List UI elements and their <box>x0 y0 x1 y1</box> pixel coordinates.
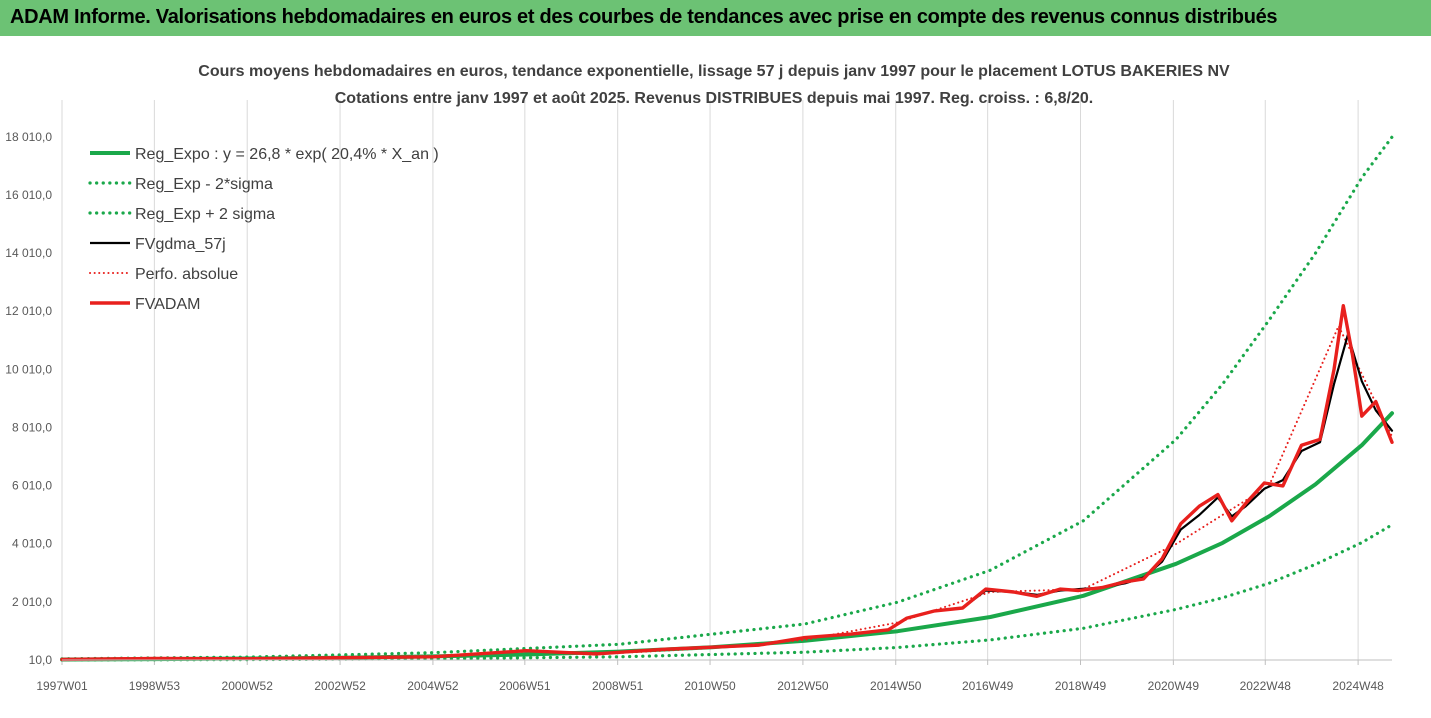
y-tick-label: 2 010,0 <box>12 595 52 609</box>
y-tick-label: 10 010,0 <box>5 362 52 376</box>
legend-label: FVADAM <box>135 296 200 313</box>
x-tick-label: 2012W50 <box>777 679 829 693</box>
y-tick-label: 4 010,0 <box>12 537 52 551</box>
legend-label: Perfo. absolue <box>135 266 238 283</box>
series-line-5 <box>60 304 1394 662</box>
y-tick-label: 12 010,0 <box>5 304 52 318</box>
legend-label: FVgdma_57j <box>135 236 226 253</box>
x-tick-label: 2002W52 <box>314 679 366 693</box>
y-tick-label: 18 010,0 <box>5 130 52 144</box>
x-tick-label: 2014W50 <box>870 679 922 693</box>
x-axis-ticks: 1997W01 1998W53 2000W52 2002W52 2004W52 2006W… <box>36 660 1384 693</box>
y-tick-label: 10,0 <box>29 653 53 667</box>
series-line-4 <box>61 325 1393 661</box>
series-line-1 <box>60 523 1394 662</box>
x-tick-label: 2018W49 <box>1055 679 1107 693</box>
chart-background <box>0 36 1431 718</box>
x-tick-label: 2020W49 <box>1148 679 1200 693</box>
x-tick-label: 2008W51 <box>592 679 644 693</box>
x-tick-label: 2004W52 <box>407 679 459 693</box>
x-tick-label: 2000W52 <box>222 679 274 693</box>
y-tick-label: 16 010,0 <box>5 188 52 202</box>
y-tick-label: 6 010,0 <box>12 479 52 493</box>
chart-title-line-2: Cotations entre janv 1997 et août 2025. … <box>335 90 1094 107</box>
x-tick-label: 2006W51 <box>499 679 551 693</box>
legend-label: Reg_Exp + 2 sigma <box>135 206 275 223</box>
y-tick-label: 8 010,0 <box>12 420 52 434</box>
x-tick-label: 2024W48 <box>1332 679 1384 693</box>
report-banner-title: ADAM Informe. Valorisations hebdomadaire… <box>10 6 1278 28</box>
x-tick-label: 1997W01 <box>36 679 88 693</box>
y-axis-ticks: 10,0 2 010,0 4 010,0 6 010,0 8 010,0 10 010,0… <box>5 130 52 667</box>
chart-title-line-1: Cours moyens hebdomadaires en euros, ten… <box>198 63 1230 80</box>
series-lines <box>60 135 1394 662</box>
x-tick-label: 1998W53 <box>129 679 181 693</box>
legend: Reg_Expo : y = 26,8 * exp( 20,4% * X_an … <box>88 146 439 313</box>
x-tick-label: 2010W50 <box>684 679 736 693</box>
y-tick-label: 14 010,0 <box>5 246 52 260</box>
legend-label: Reg_Expo : y = 26,8 * exp( 20,4% * X_an … <box>135 146 439 163</box>
series-line-2 <box>60 135 1394 661</box>
report-banner: ADAM Informe. Valorisations hebdomadaire… <box>0 0 1431 36</box>
x-tick-label: 2016W49 <box>962 679 1014 693</box>
x-tick-label: 2022W48 <box>1240 679 1292 693</box>
chart: Cours moyens hebdomadaires en euros, ten… <box>0 36 1431 718</box>
legend-label: Reg_Exp - 2*sigma <box>135 176 273 193</box>
